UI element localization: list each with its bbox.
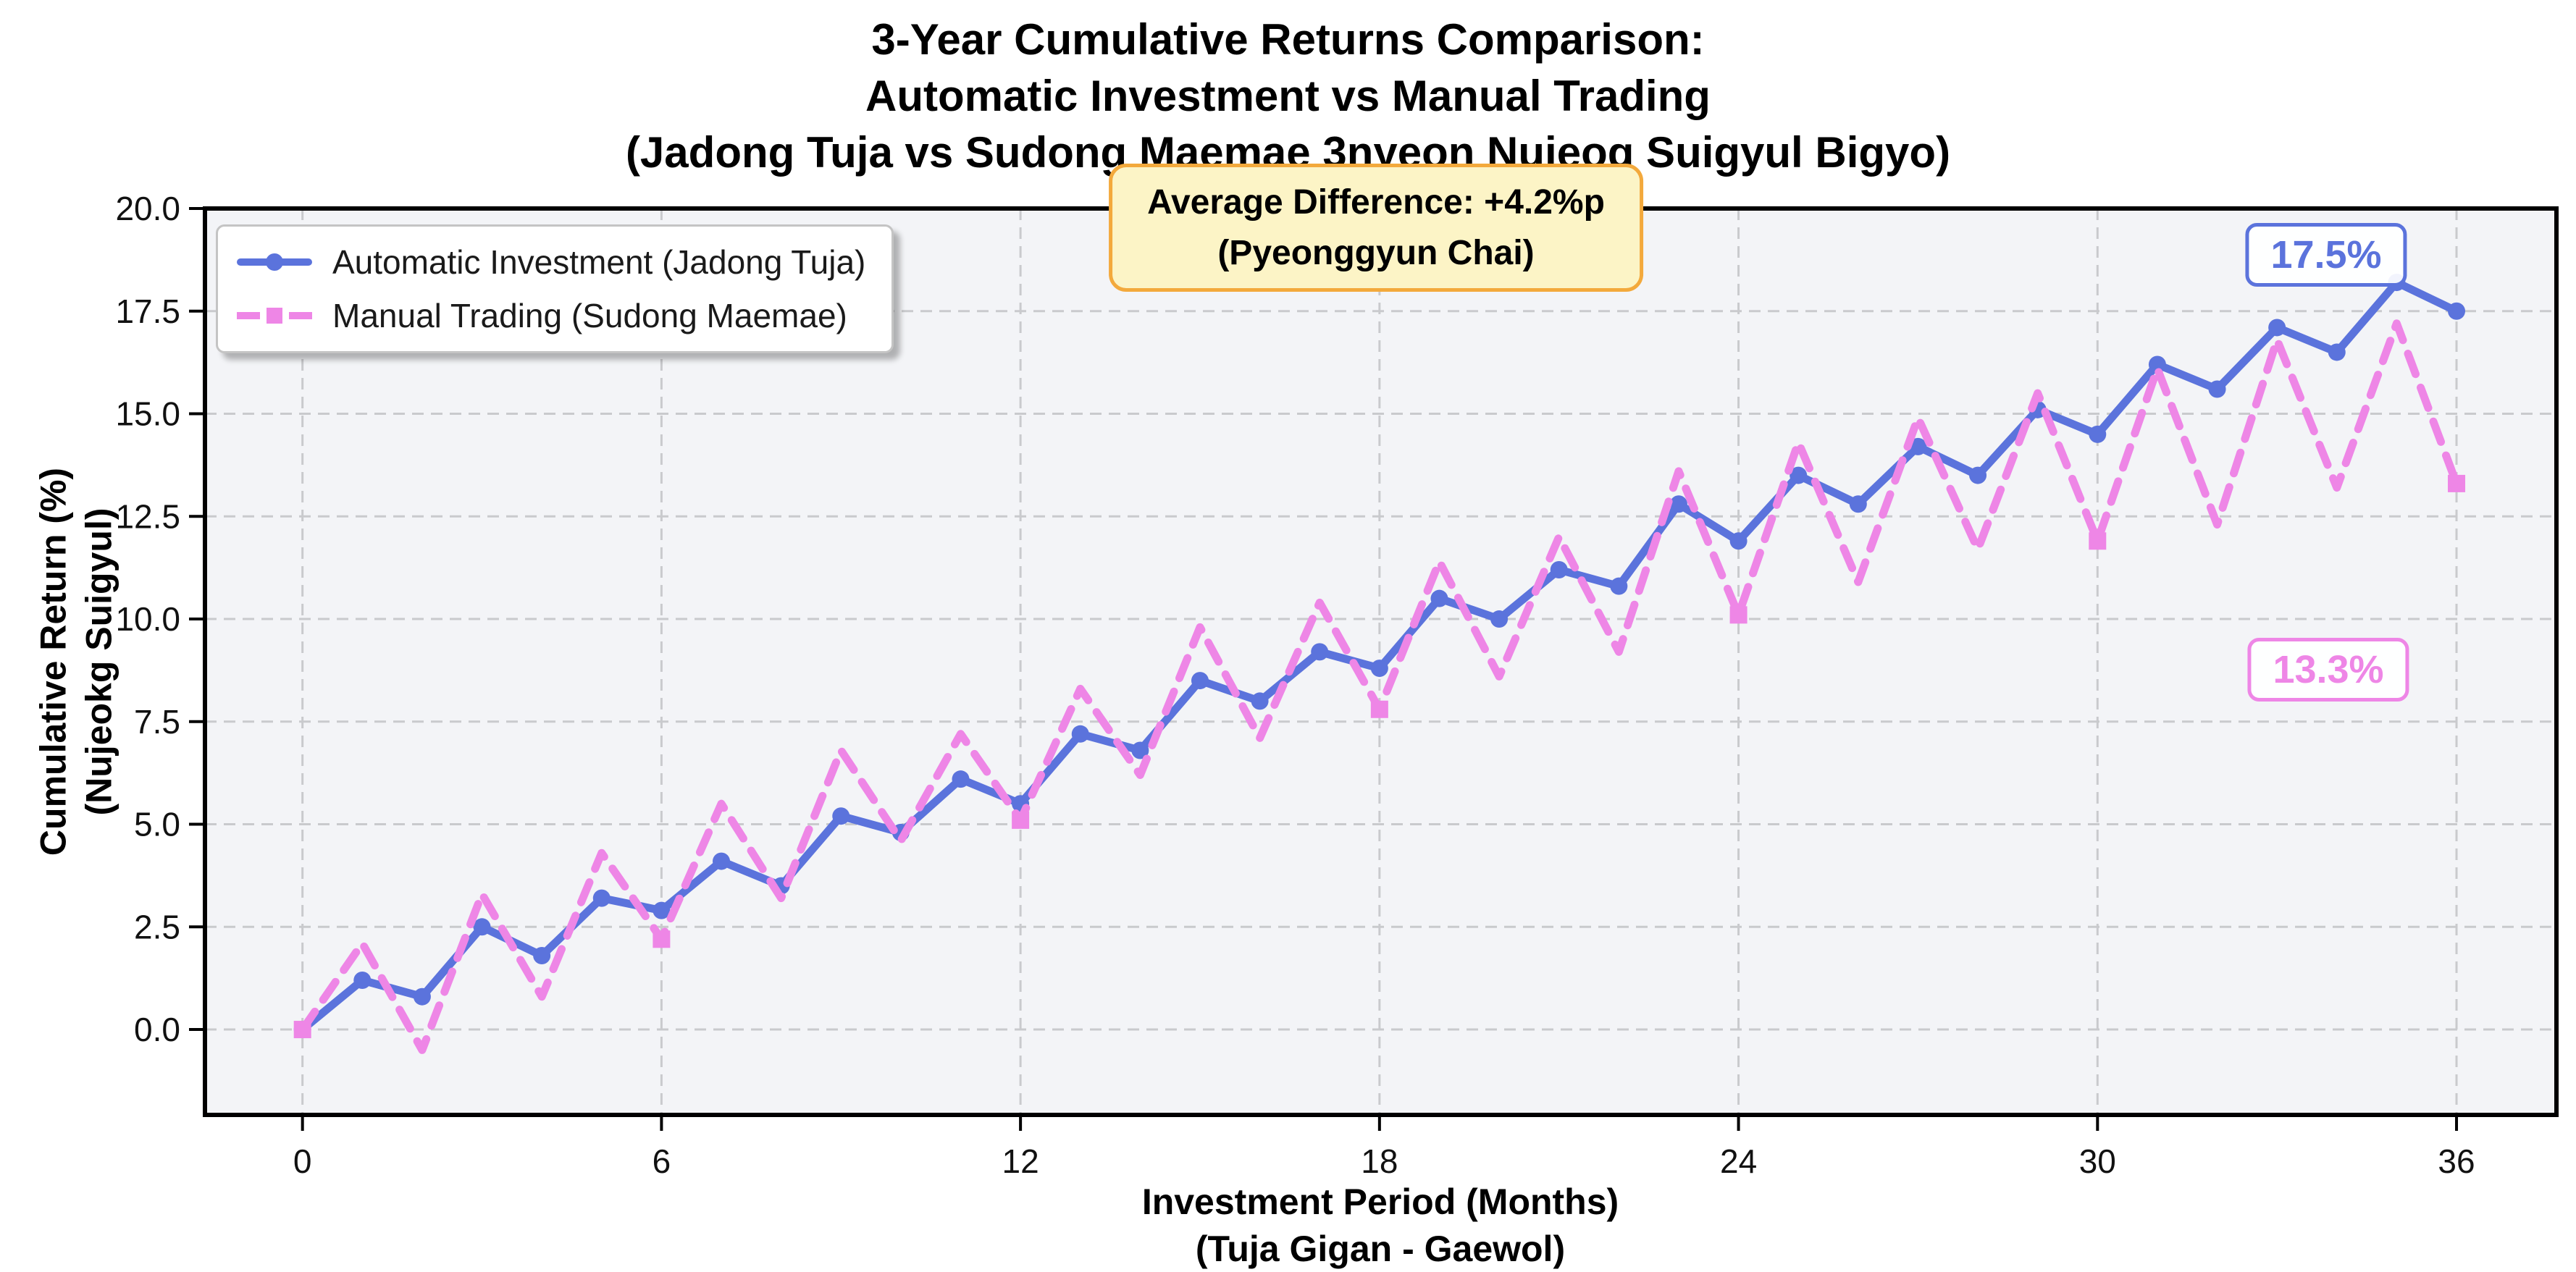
chart-title-line2: Automatic Investment vs Manual Trading	[865, 72, 1711, 120]
x-tick-label: 12	[1002, 1142, 1039, 1180]
x-tick-label: 0	[293, 1142, 312, 1180]
x-tick-label: 24	[1720, 1142, 1757, 1180]
x-axis-label-line1: Investment Period (Months)	[1141, 1182, 1619, 1222]
y-axis-label-line1: Cumulative Return (%)	[33, 467, 74, 856]
legend-swatch-auto-line-icon	[237, 253, 312, 271]
x-axis-label: Investment Period (Months) (Tuja Gigan -…	[1142, 1179, 1619, 1272]
legend: Automatic Investment (Jadong Tuja) Manua…	[216, 224, 894, 353]
auto-series	[293, 274, 2466, 1039]
y-tick-label: 5.0	[134, 806, 180, 843]
manual-series	[293, 319, 2466, 1054]
tick-labels: 0 6 12 18 24 30 36 0.0 2.5 5.0 7.5 10.0 12.5 15.0 17.5…	[115, 190, 2475, 1180]
y-tick-label: 0.0	[134, 1011, 180, 1048]
chart-title: 3-Year Cumulative Returns Comparison: Au…	[0, 12, 2576, 181]
tick-marks	[189, 207, 2459, 1131]
y-axis-label: Cumulative Return (%) (Nujeokg Suigyul)	[31, 468, 122, 856]
y-tick-label: 17.5	[115, 292, 180, 330]
gridlines	[205, 207, 2556, 1115]
average-difference-annotation: Average Difference: +4.2%p (Pyeonggyun C…	[1109, 164, 1643, 292]
y-tick-label: 7.5	[134, 703, 180, 741]
square-marker-icon	[267, 308, 282, 324]
x-axis-label-line2: (Tuja Gigan - Gaewol)	[1195, 1229, 1566, 1269]
legend-label-automatic: Automatic Investment (Jadong Tuja)	[332, 243, 866, 281]
annotation-line1: Average Difference: +4.2%p	[1147, 183, 1605, 222]
y-tick-label: 2.5	[134, 908, 180, 945]
circle-marker-icon	[266, 253, 283, 271]
end-label-manual: 13.3%	[2247, 638, 2409, 702]
x-tick-label: 6	[653, 1142, 671, 1180]
legend-item-manual: Manual Trading (Sudong Maemae)	[237, 296, 865, 335]
y-tick-label: 10.0	[115, 600, 180, 638]
legend-item-automatic: Automatic Investment (Jadong Tuja)	[237, 243, 865, 282]
y-axis-label-line2: (Nujeokg Suigyul)	[78, 507, 119, 816]
x-tick-label: 18	[1361, 1142, 1398, 1180]
legend-swatch-manual-line-icon	[237, 306, 312, 325]
y-tick-label: 20.0	[115, 190, 180, 227]
x-tick-label: 36	[2438, 1142, 2475, 1180]
end-label-automatic: 17.5%	[2245, 223, 2407, 287]
annotation-line2: (Pyeonggyun Chai)	[1217, 233, 1535, 272]
chart-title-line1: 3-Year Cumulative Returns Comparison:	[871, 15, 1705, 64]
y-tick-label: 12.5	[115, 497, 180, 535]
x-tick-label: 30	[2079, 1142, 2116, 1180]
y-tick-label: 15.0	[115, 395, 180, 433]
legend-label-manual: Manual Trading (Sudong Maemae)	[332, 297, 847, 334]
